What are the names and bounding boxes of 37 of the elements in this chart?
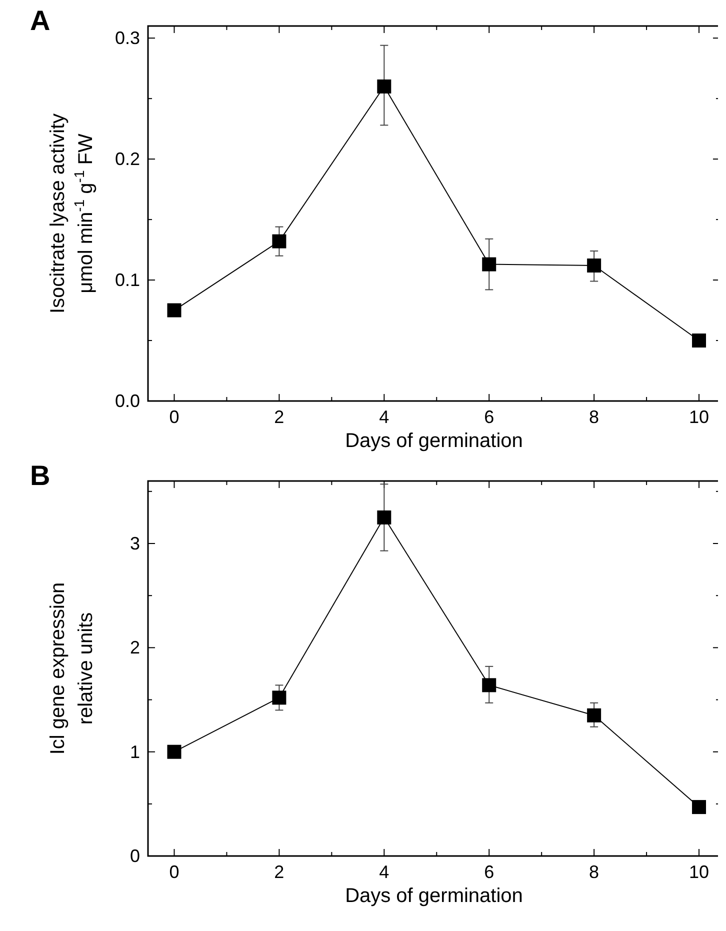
y-tick-label: 2	[130, 638, 140, 658]
point	[272, 234, 286, 248]
y-tick-label: 0.0	[114, 391, 140, 411]
chart-title: B	[30, 460, 50, 491]
x-tick-label: 4	[379, 862, 390, 882]
point	[377, 510, 392, 524]
point	[272, 690, 286, 705]
point	[692, 800, 706, 814]
point	[692, 334, 706, 348]
x-tick-label: 2	[274, 862, 284, 882]
x-tick-label: 8	[589, 407, 600, 427]
x-tick-label: 6	[484, 862, 494, 882]
y-tick-label: 1	[130, 742, 140, 762]
point	[587, 258, 602, 273]
x-tick-label: 4	[379, 407, 390, 427]
x-tick-label: 6	[484, 407, 494, 427]
y-axis-title: Icl gene expression relative units	[47, 582, 97, 755]
y-tick-label: 0.3	[114, 28, 140, 48]
y-tick-label: 0.1	[114, 270, 140, 290]
y-tick-label: 0	[130, 846, 140, 866]
point	[482, 678, 496, 692]
x-axis-title: Days of germination	[345, 430, 523, 452]
chart-title: A	[30, 5, 50, 36]
x-tick-label: 8	[589, 862, 600, 882]
y-tick-label: 0.2	[114, 149, 140, 170]
point	[377, 79, 392, 94]
y-tick-label: 3	[130, 534, 140, 554]
x-tick-label: 10	[688, 407, 710, 427]
x-tick-label: 0	[169, 407, 180, 427]
point	[482, 257, 496, 272]
x-tick-label: 2	[274, 407, 284, 427]
x-tick-label: 0	[169, 862, 180, 882]
point	[167, 303, 182, 318]
point	[587, 708, 602, 722]
point	[167, 744, 182, 759]
x-axis-title: Days of germination	[345, 885, 523, 907]
x-tick-label: 10	[688, 862, 710, 882]
